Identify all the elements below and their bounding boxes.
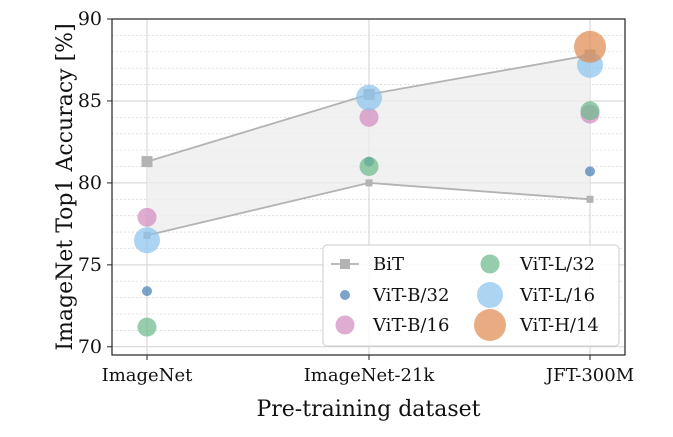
legend-marker-vit-l-16 [477, 282, 503, 308]
legend-label: ViT-B/16 [372, 315, 449, 336]
legend-label: BiT [373, 254, 404, 275]
point-vit-l-16 [356, 84, 382, 111]
legend-marker-bit-square [340, 259, 350, 269]
point-vit-l-32 [580, 101, 600, 121]
point-vit-b-16 [137, 207, 157, 227]
bit-lower-marker [586, 195, 594, 203]
x-tick-label: JFT-300M [544, 365, 634, 386]
point-vit-b-16 [359, 107, 379, 127]
bit-upper-marker [141, 156, 153, 168]
point-vit-l-16 [134, 227, 160, 254]
legend-marker-vit-l-32 [480, 254, 500, 274]
axis-ticks: 70 75 80 85 90 ImageNet ImageNet-21k JFT-300M [78, 8, 634, 386]
point-vit-b-32 [142, 286, 152, 297]
y-tick-label: 90 [78, 8, 102, 30]
legend-marker-vit-b-32 [340, 290, 350, 300]
x-tick-label: ImageNet-21k [304, 365, 436, 386]
legend-label: ViT-L/16 [519, 285, 595, 306]
y-tick-label: 80 [78, 172, 102, 194]
point-vit-b-32 [585, 166, 595, 177]
bit-lower-marker [365, 179, 373, 187]
legend-label: ViT-B/32 [372, 285, 449, 306]
legend-marker-vit-h-14 [474, 309, 506, 341]
legend-marker-vit-b-16 [335, 315, 355, 335]
data-points [134, 30, 606, 337]
legend: BiT ViT-B/32 ViT-B/16 ViT-L/32 ViT-L/16 ViT-H… [322, 244, 620, 347]
point-vit-l-32 [137, 317, 157, 337]
legend-box [322, 244, 620, 347]
legend-label: ViT-H/14 [519, 315, 599, 336]
y-tick-label: 75 [78, 254, 102, 276]
x-tick-label: ImageNet [102, 365, 193, 386]
point-vit-h-14 [574, 30, 606, 63]
y-axis-title: ImageNet Top1 Accuracy [%] [53, 23, 78, 350]
x-axis-title: Pre-training dataset [256, 397, 480, 422]
point-vit-l-32 [359, 157, 379, 177]
legend-label: ViT-L/32 [519, 254, 595, 275]
y-tick-label: 85 [78, 90, 102, 112]
y-tick-label: 70 [78, 336, 102, 358]
